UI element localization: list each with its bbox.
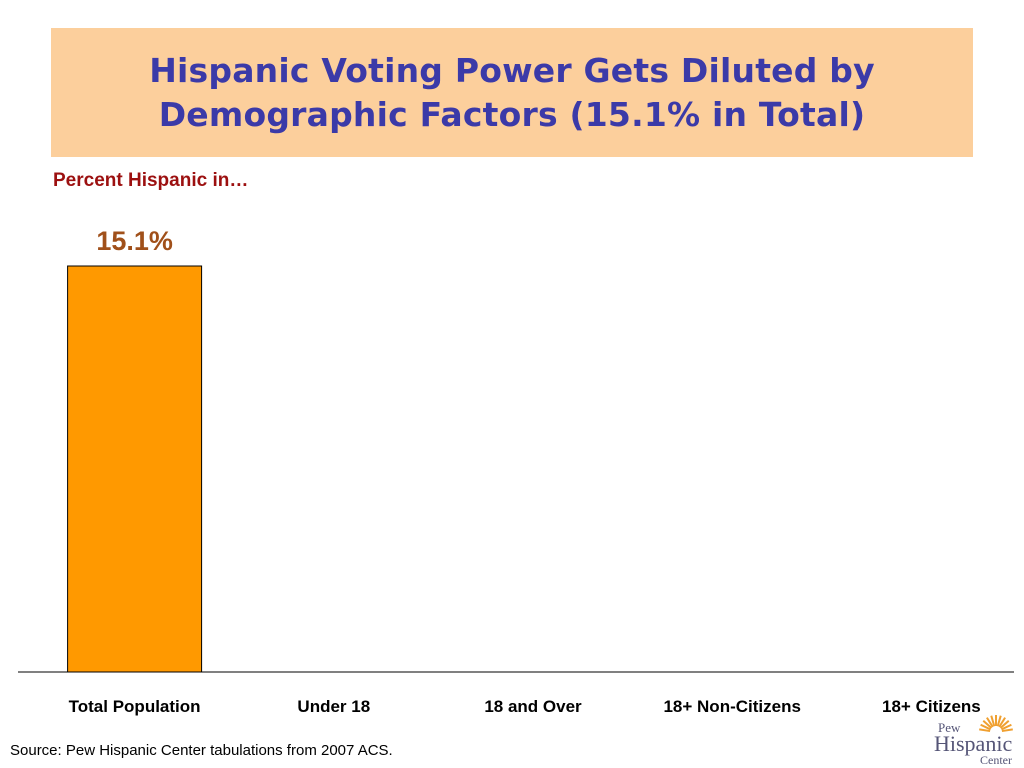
logo-word-hispanic: Hispanic (934, 731, 1012, 756)
logo-ray (999, 720, 1010, 729)
logo-ray (1001, 728, 1013, 733)
category-label-3: 18+ Non-Citizens (663, 697, 800, 716)
sunburst-icon (979, 715, 1013, 733)
data-label-0: 15.1% (96, 226, 173, 256)
category-label-0: Total Population (69, 697, 201, 716)
category-label-4: 18+ Citizens (882, 697, 981, 716)
logo-ray (979, 728, 991, 733)
logo-ray (1001, 723, 1012, 731)
chart-subtitle: Percent Hispanic in… (53, 170, 249, 191)
bar-0 (67, 265, 203, 673)
title-banner: Hispanic Voting Power Gets Diluted by De… (51, 28, 973, 157)
logo-word-pew: Pew (938, 720, 961, 735)
logo-ray (996, 715, 1002, 727)
logo-ray (990, 715, 996, 727)
logo-ray (998, 717, 1006, 728)
title-line-2: Demographic Factors (15.1% in Total) (158, 94, 866, 134)
pew-hispanic-logo: Pew Hispanic Center (934, 715, 1013, 766)
title-line-1: Hispanic Voting Power Gets Diluted by (149, 50, 875, 90)
logo-ray (986, 717, 994, 728)
logo-ray (982, 720, 993, 729)
category-label-1: Under 18 (297, 697, 370, 716)
source-note: Source: Pew Hispanic Center tabulations … (10, 742, 393, 759)
category-label-2: 18 and Over (484, 697, 582, 716)
logo-word-center: Center (980, 753, 1012, 766)
logo-ray (980, 723, 991, 731)
